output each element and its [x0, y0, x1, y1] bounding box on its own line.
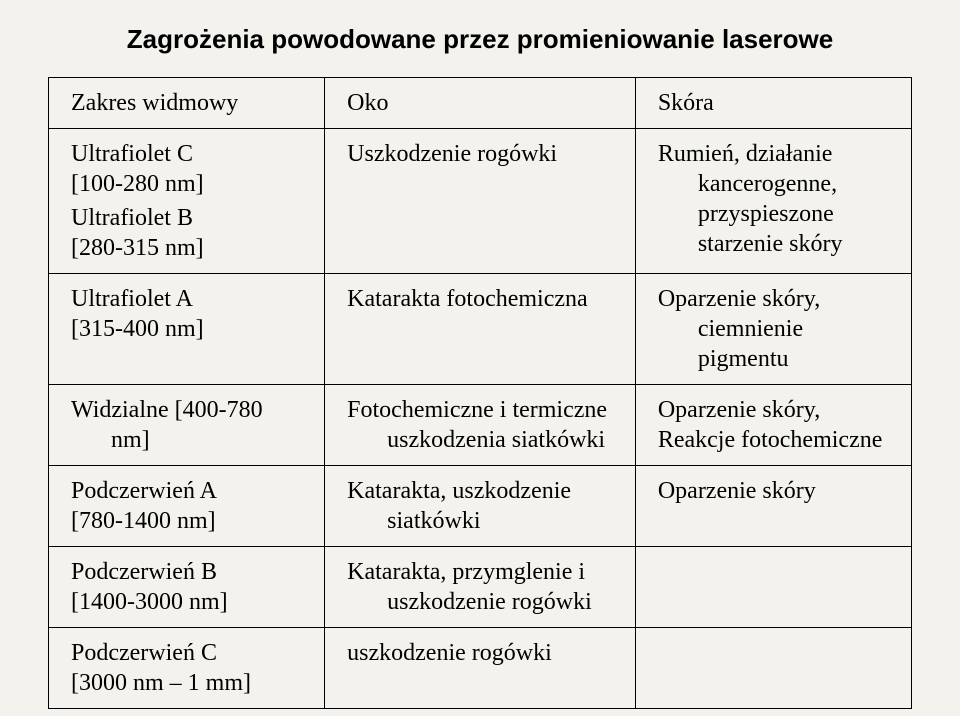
cell-eye: Katarakta fotochemiczna	[325, 274, 636, 385]
cell-eye: Uszkodzenie rogówki	[325, 129, 636, 274]
skin-text: Oparzenie skóry,	[658, 286, 820, 312]
range-label: Podczerwień A	[71, 478, 217, 504]
range-label: Ultrafiolet C	[71, 141, 193, 167]
cell-range: Podczerwień A [780-1400 nm]	[49, 466, 325, 547]
range-label: [3000 nm – 1 mm]	[71, 670, 251, 696]
eye-text: Katarakta, przymglenie i	[347, 559, 585, 585]
range-label: [280-315 nm]	[71, 235, 204, 261]
cell-eye: uszkodzenie rogówki	[325, 628, 636, 709]
range-label: nm]	[71, 425, 310, 455]
range-label: Ultrafiolet A	[71, 286, 193, 312]
skin-text: starzenie skóry	[658, 229, 897, 259]
header-eye: Oko	[325, 78, 636, 129]
range-label: Podczerwień C	[71, 640, 217, 666]
range-label: Podczerwień B	[71, 559, 217, 585]
skin-text: Reakcje fotochemiczne	[658, 427, 883, 453]
cell-eye: Katarakta, przymglenie i uszkodzenie rog…	[325, 547, 636, 628]
eye-text: siatkówki	[347, 506, 621, 536]
cell-skin: Oparzenie skóry, ciemnienie pigmentu	[635, 274, 911, 385]
eye-text: Uszkodzenie rogówki	[347, 141, 557, 167]
cell-eye: Katarakta, uszkodzenie siatkówki	[325, 466, 636, 547]
cell-skin: Oparzenie skóry, Reakcje fotochemiczne	[635, 385, 911, 466]
cell-range: Podczerwień C [3000 nm – 1 mm]	[49, 628, 325, 709]
eye-text: Fotochemiczne i termiczne	[347, 397, 607, 423]
table-row: Widzialne [400-780 nm] Fotochemiczne i t…	[49, 385, 912, 466]
table-header-row: Zakres widmowy Oko Skóra	[49, 78, 912, 129]
cell-range: Ultrafiolet A [315-400 nm]	[49, 274, 325, 385]
page-title: Zagrożenia powodowane przez promieniowan…	[88, 24, 872, 55]
hazard-table: Zakres widmowy Oko Skóra Ultrafiolet C […	[48, 77, 912, 709]
table-row: Ultrafiolet C [100-280 nm] Ultrafiolet B…	[49, 129, 912, 274]
range-label: [1400-3000 nm]	[71, 589, 228, 615]
skin-text: Oparzenie skóry,	[658, 397, 820, 423]
cell-skin	[635, 628, 911, 709]
table-row: Podczerwień A [780-1400 nm] Katarakta, u…	[49, 466, 912, 547]
range-label: Widzialne [400-780	[71, 397, 263, 423]
eye-text: uszkodzenie rogówki	[347, 640, 552, 666]
cell-skin: Rumień, działanie kancerogenne, przyspie…	[635, 129, 911, 274]
header-skin: Skóra	[635, 78, 911, 129]
eye-text: uszkodzenia siatkówki	[347, 425, 621, 455]
cell-eye: Fotochemiczne i termiczne uszkodzenia si…	[325, 385, 636, 466]
table-row: Podczerwień C [3000 nm – 1 mm] uszkodzen…	[49, 628, 912, 709]
range-label: [780-1400 nm]	[71, 508, 216, 534]
range-label: Ultrafiolet B	[71, 205, 193, 231]
skin-text: przyspieszone	[658, 199, 897, 229]
skin-text: ciemnienie pigmentu	[658, 314, 897, 374]
page: Zagrożenia powodowane przez promieniowan…	[0, 0, 960, 716]
table-row: Podczerwień B [1400-3000 nm] Katarakta, …	[49, 547, 912, 628]
range-label: [100-280 nm]	[71, 171, 204, 197]
cell-skin	[635, 547, 911, 628]
cell-range: Widzialne [400-780 nm]	[49, 385, 325, 466]
table-row: Ultrafiolet A [315-400 nm] Katarakta fot…	[49, 274, 912, 385]
cell-range: Podczerwień B [1400-3000 nm]	[49, 547, 325, 628]
cell-skin: Oparzenie skóry	[635, 466, 911, 547]
eye-text: Katarakta, uszkodzenie	[347, 478, 571, 504]
eye-text: Katarakta fotochemiczna	[347, 286, 588, 312]
header-range: Zakres widmowy	[49, 78, 325, 129]
cell-range: Ultrafiolet C [100-280 nm] Ultrafiolet B…	[49, 129, 325, 274]
skin-text: Oparzenie skóry	[658, 478, 816, 504]
skin-text: Rumień, działanie	[658, 141, 833, 167]
eye-text: uszkodzenie rogówki	[347, 587, 621, 617]
skin-text: kancerogenne,	[658, 169, 897, 199]
range-label: [315-400 nm]	[71, 316, 204, 342]
